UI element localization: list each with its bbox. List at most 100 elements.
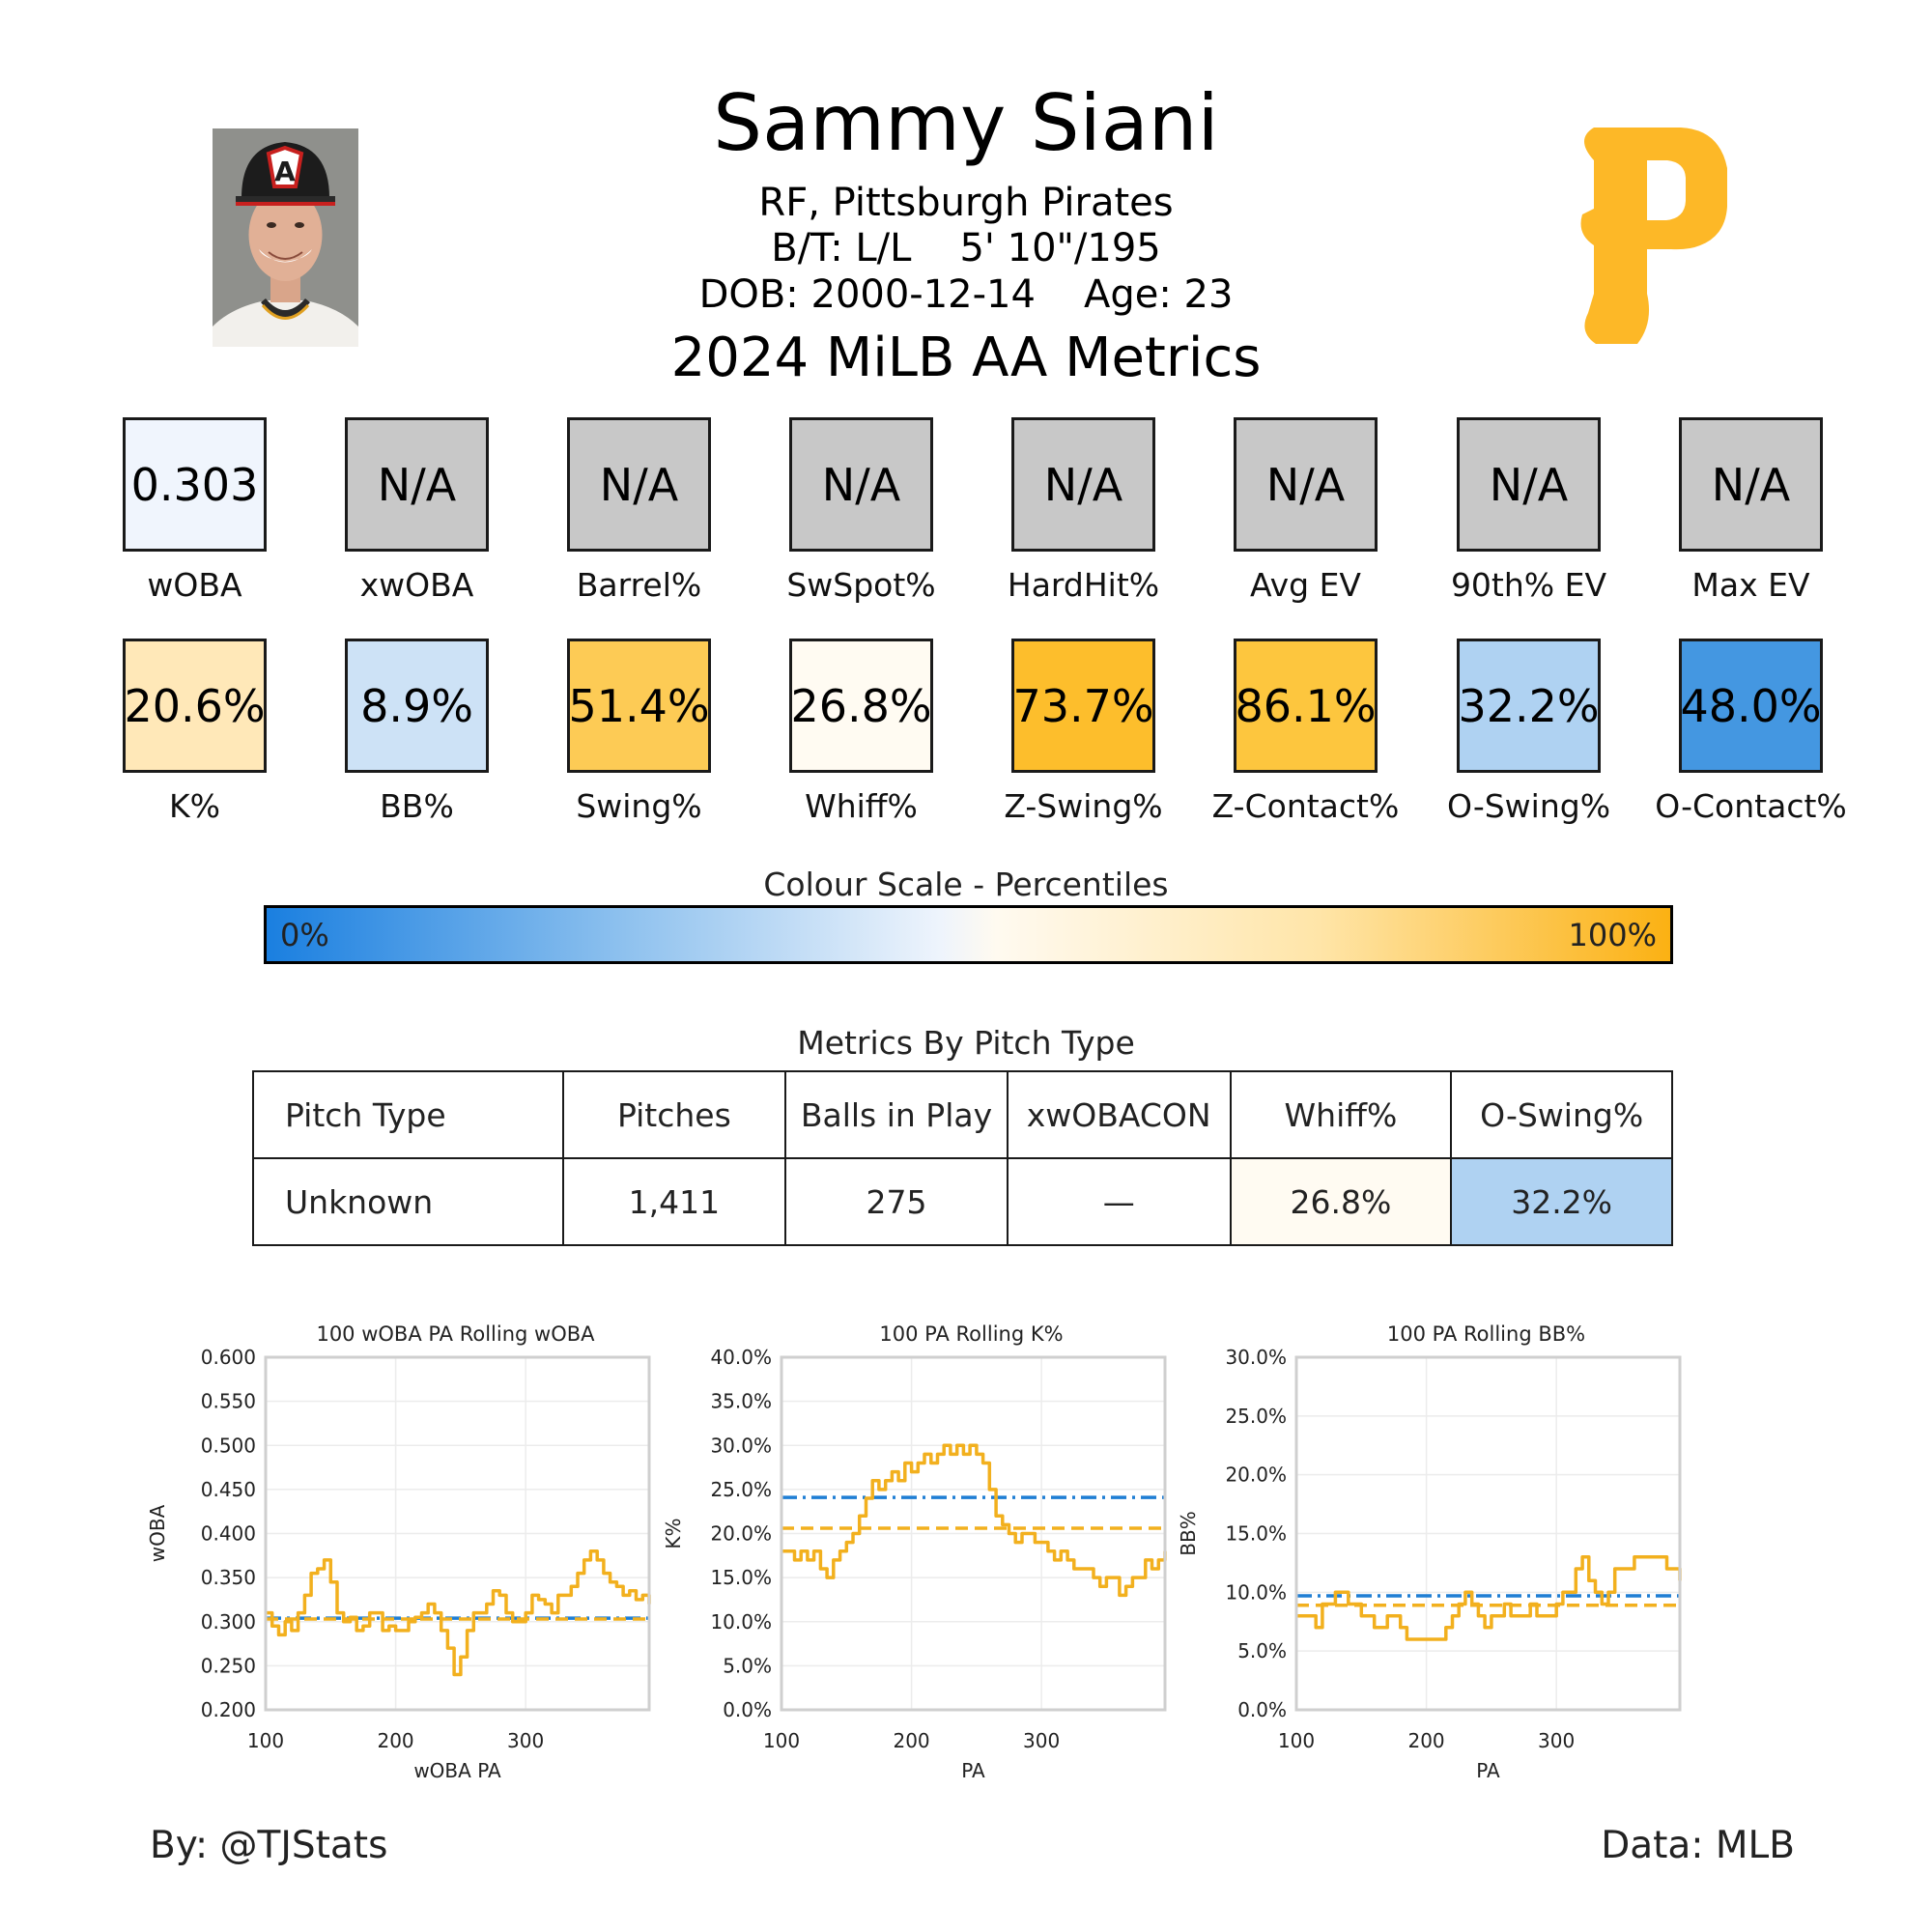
table-cell: Unknown (252, 1157, 564, 1246)
metric-label: K% (169, 787, 220, 825)
dob: DOB: 2000-12-14 (698, 272, 1036, 317)
x-tick-label: 300 (1023, 1729, 1060, 1752)
metric-tile-bb-: 8.9% (345, 639, 489, 773)
metric-tile-z-swing-: 73.7% (1011, 639, 1155, 773)
y-axis-label: wOBA (146, 1504, 169, 1562)
plot-frame (264, 1355, 651, 1712)
table-cell: 32.2% (1450, 1157, 1673, 1246)
y-tick-label: 0.300 (201, 1610, 256, 1634)
y-tick-label: 15.0% (710, 1566, 772, 1589)
y-tick-label: 15.0% (1225, 1522, 1287, 1546)
metric-label: O-Swing% (1446, 787, 1611, 825)
x-tick-label: 200 (377, 1729, 413, 1752)
chart-title-bb: 100 PA Rolling BB% (1386, 1322, 1586, 1346)
table-header-cell: Pitch Type (252, 1070, 564, 1159)
metric-tile-k-: 20.6% (123, 639, 267, 773)
metric-tile-o-swing-: 32.2% (1457, 639, 1601, 773)
chart-title-k: 100 PA Rolling K% (879, 1322, 1064, 1346)
svg-text:A: A (274, 156, 296, 187)
metric-label: 90th% EV (1450, 566, 1607, 604)
dob-age-line: DOB: 2000-12-14 Age: 23 (0, 275, 1932, 314)
table-header-cell: Whiff% (1229, 1070, 1453, 1159)
rolling-series-line (266, 1549, 651, 1677)
y-tick-label: 10.0% (710, 1610, 772, 1634)
metric-tile-woba: 0.303 (123, 417, 267, 552)
y-axis-label: BB% (1177, 1511, 1200, 1555)
metric-label: HardHit% (1007, 566, 1160, 604)
y-tick-label: 10.0% (1225, 1580, 1287, 1604)
metric-tile-o-contact-: 48.0% (1679, 639, 1823, 773)
y-axis-label: K% (662, 1518, 685, 1548)
table-header-cell: Balls in Play (784, 1070, 1009, 1159)
y-tick-label: 35.0% (710, 1390, 772, 1413)
y-tick-label: 0.350 (201, 1566, 256, 1589)
metric-tile-whiff-: 26.8% (789, 639, 933, 773)
y-tick-label: 0.550 (201, 1390, 256, 1413)
table-header-cell: O-Swing% (1450, 1070, 1673, 1159)
y-tick-label: 30.0% (710, 1434, 772, 1457)
metric-label: Z-Contact% (1211, 787, 1400, 825)
table-cell: 26.8% (1229, 1157, 1453, 1246)
metric-label: O-Contact% (1655, 787, 1847, 825)
metric-label: Avg EV (1249, 566, 1362, 604)
metric-label: SwSpot% (786, 566, 936, 604)
age: Age: 23 (1083, 272, 1234, 317)
x-tick-label: 200 (1407, 1729, 1444, 1752)
table-cell: — (1006, 1157, 1232, 1246)
metric-tile-z-contact-: 86.1% (1234, 639, 1378, 773)
metric-tile-barrel-: N/A (567, 417, 711, 552)
y-tick-label: 5.0% (1237, 1639, 1287, 1662)
y-tick-label: 25.0% (710, 1478, 772, 1501)
y-tick-label: 20.0% (710, 1522, 772, 1546)
colour-scale-low-label: 0% (280, 917, 329, 953)
rolling-woba-chart: 0.200 0.250 0.300 0.350 0.400 0.450 0.500 0.550… (146, 1348, 651, 1782)
rolling-k-chart: 0.0% 5.0% 10.0% 15.0% 20.0% 25.0% 30.0% 35.0% 40… (662, 1348, 1167, 1782)
table-header-row: Pitch Type Pitches Balls in Play xwOBACO… (252, 1070, 1673, 1159)
y-tick-label: 20.0% (1225, 1463, 1287, 1487)
x-tick-label: 300 (507, 1729, 544, 1752)
metric-tile-hardhit-: N/A (1011, 417, 1155, 552)
data-source: Data: MLB (1601, 1824, 1795, 1867)
rolling-bb-chart: 0.0% 5.0% 10.0% 15.0% 20.0% 25.0% 30.0% 100 200 3… (1177, 1348, 1682, 1782)
player-headshot: A (213, 128, 358, 347)
y-tick-label: 40.0% (710, 1348, 772, 1369)
metric-tile-swspot-: N/A (789, 417, 933, 552)
rolling-series-line (1296, 1555, 1682, 1641)
x-axis-label: PA (1476, 1759, 1500, 1782)
x-tick-label: 200 (893, 1729, 929, 1752)
y-tick-label: 0.0% (1237, 1698, 1287, 1721)
metric-label: Swing% (576, 787, 702, 825)
metric-label: Z-Swing% (1004, 787, 1163, 825)
chart-title-woba: 100 wOBA PA Rolling wOBA (316, 1322, 595, 1346)
metric-tile-max-ev: N/A (1679, 417, 1823, 552)
x-tick-label: 300 (1538, 1729, 1575, 1752)
metric-label: wOBA (147, 566, 242, 604)
x-tick-label: 100 (1278, 1729, 1315, 1752)
table-row: Unknown 1,411 275 — 26.8% 32.2% (252, 1157, 1673, 1246)
bats-throws-height-weight-line: B/T: L/L 5' 10"/195 (0, 229, 1932, 268)
credit: By: @TJStats (150, 1824, 388, 1867)
x-axis-label: wOBA PA (413, 1759, 501, 1782)
y-tick-label: 0.500 (201, 1434, 256, 1457)
colour-scale-title: Colour Scale - Percentiles (763, 866, 1169, 903)
metric-tile-swing-: 51.4% (567, 639, 711, 773)
metric-tile-90th-ev: N/A (1457, 417, 1601, 552)
y-tick-label: 0.600 (201, 1348, 256, 1369)
height-weight: 5' 10"/195 (959, 226, 1161, 270)
colour-scale-bar: 0% 100% (264, 905, 1673, 964)
position-team: RF, Pittsburgh Pirates (758, 181, 1174, 225)
pitch-table-title: Metrics By Pitch Type (797, 1024, 1135, 1062)
metric-tile-avg-ev: N/A (1234, 417, 1378, 552)
x-axis-label: PA (961, 1759, 985, 1782)
y-tick-label: 0.450 (201, 1478, 256, 1501)
season-title: 2024 MiLB AA Metrics (670, 327, 1262, 389)
metric-tile-xwoba: N/A (345, 417, 489, 552)
y-tick-label: 0.400 (201, 1522, 256, 1546)
table-header-cell: Pitches (561, 1070, 787, 1159)
y-tick-label: 5.0% (723, 1654, 772, 1677)
metric-label: Max EV (1691, 566, 1810, 604)
x-tick-label: 100 (763, 1729, 800, 1752)
metric-label: xwOBA (359, 566, 474, 604)
pitch-type-table: Pitch Type Pitches Balls in Play xwOBACO… (252, 1070, 1673, 1246)
y-tick-label: 0.250 (201, 1654, 256, 1677)
